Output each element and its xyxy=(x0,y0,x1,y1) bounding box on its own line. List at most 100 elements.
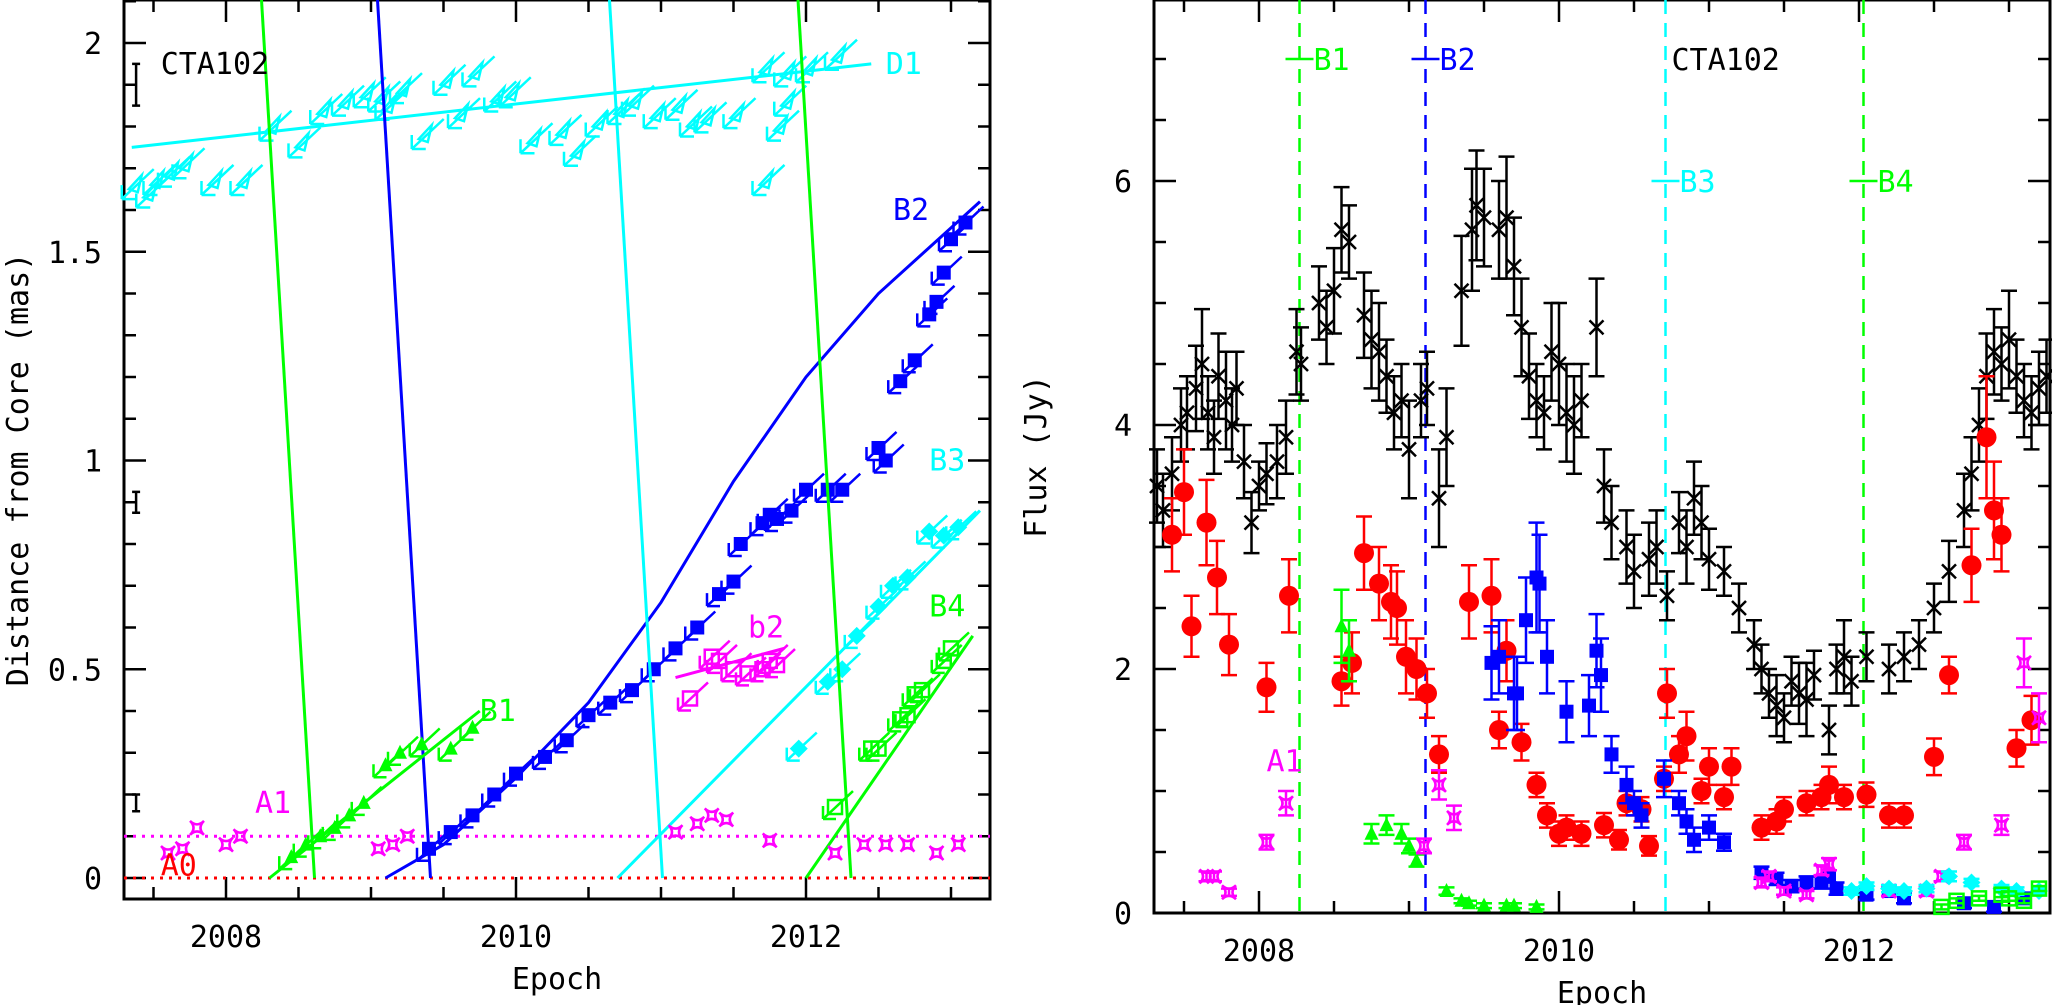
data-point xyxy=(1519,613,1533,628)
data-point xyxy=(871,440,886,455)
data-point xyxy=(1701,551,1717,568)
vertical-line-label-b4: B4 xyxy=(1878,165,1914,200)
data-point xyxy=(1993,356,2010,372)
error-bar xyxy=(1416,837,1432,855)
data-point xyxy=(284,849,299,864)
annotation-label-b2: b2 xyxy=(748,611,784,646)
data-point xyxy=(818,672,837,691)
data-point xyxy=(1364,825,1379,840)
data-point xyxy=(581,708,596,723)
y-tick-label: 1 xyxy=(84,445,102,480)
data-point xyxy=(1462,895,1476,910)
error-bar xyxy=(2016,637,2032,689)
data-point xyxy=(1573,392,1590,409)
data-point xyxy=(1540,649,1554,664)
data-point xyxy=(229,164,264,197)
data-point xyxy=(1559,704,1574,719)
error-bar xyxy=(2001,894,2017,903)
data-point xyxy=(287,126,322,159)
data-point xyxy=(1657,683,1677,704)
data-point xyxy=(1896,648,1912,665)
data-point xyxy=(1510,686,1524,701)
fit-line-b3 xyxy=(616,509,982,880)
data-point xyxy=(1657,771,1671,786)
data-point xyxy=(823,38,858,71)
data-point xyxy=(1356,307,1372,324)
data-point xyxy=(432,63,467,96)
data-point xyxy=(1521,368,1537,385)
annotation-label-a0: A0 xyxy=(161,848,197,883)
data-point xyxy=(1672,796,1686,811)
data-point xyxy=(869,597,888,616)
data-point xyxy=(1970,890,1988,907)
y-tick-label: 4 xyxy=(1114,409,1132,444)
data-point xyxy=(1438,429,1455,446)
data-point xyxy=(893,374,908,389)
data-point xyxy=(1431,490,1447,507)
data-point xyxy=(1363,331,1380,348)
data-point xyxy=(1174,482,1194,503)
data-point xyxy=(1429,744,1449,765)
data-point xyxy=(548,113,583,147)
data-point xyxy=(1228,380,1245,397)
data-point xyxy=(1895,882,1913,901)
data-point xyxy=(1858,648,1875,665)
data-point xyxy=(1386,404,1402,421)
data-point xyxy=(710,652,728,670)
fit-line-b4 xyxy=(804,634,974,879)
data-point xyxy=(794,51,829,84)
error-bar-reference xyxy=(132,62,141,107)
data-point xyxy=(718,811,735,828)
series-total xyxy=(1149,149,2052,756)
data-point xyxy=(2031,380,2047,397)
error-bar xyxy=(2031,884,2047,893)
data-point xyxy=(1941,563,1957,580)
data-point xyxy=(1857,877,1876,896)
ejection-epoch-marker xyxy=(260,0,316,879)
data-point xyxy=(1821,722,1837,738)
data-point xyxy=(1477,897,1491,912)
data-point xyxy=(1751,817,1772,838)
data-point xyxy=(942,640,960,657)
data-point xyxy=(1293,356,1309,372)
data-point xyxy=(388,72,423,105)
data-point xyxy=(1492,649,1506,664)
annotation-label-b1: B1 xyxy=(480,694,516,729)
data-point xyxy=(1318,319,1335,336)
x-tick-label: 2008 xyxy=(190,920,262,955)
ejection-epoch-marker xyxy=(376,0,432,879)
data-point xyxy=(835,482,850,497)
data-point xyxy=(1543,343,1560,360)
data-point xyxy=(1194,356,1210,372)
series-b4 xyxy=(1933,880,2048,916)
data-point xyxy=(1526,774,1547,795)
data-point xyxy=(1369,573,1389,594)
data-point xyxy=(1603,514,1620,531)
series-a1 xyxy=(160,807,967,861)
data-point xyxy=(949,518,968,537)
data-point xyxy=(1716,563,1732,580)
data-point xyxy=(1717,835,1731,850)
data-point xyxy=(877,836,894,853)
data-point xyxy=(1881,661,1897,677)
annotation-label-d1: D1 xyxy=(886,47,922,82)
data-point xyxy=(1566,417,1582,433)
data-point xyxy=(1149,478,1165,494)
data-point xyxy=(1679,814,1694,829)
data-point xyxy=(1594,668,1608,683)
data-point xyxy=(878,453,893,468)
annotation-label-a1: A1 xyxy=(1267,745,1303,780)
data-point xyxy=(1341,234,1357,250)
data-point xyxy=(1799,875,1814,890)
data-point xyxy=(928,845,945,861)
data-point xyxy=(827,845,843,861)
plot-frame xyxy=(122,0,992,901)
fit-line-b2 xyxy=(384,200,982,880)
data-point xyxy=(1179,404,1195,421)
data-point xyxy=(232,828,249,845)
data-point xyxy=(603,695,618,710)
data-point xyxy=(1507,897,1521,912)
error-bar xyxy=(1971,894,1987,903)
data-point xyxy=(342,807,357,822)
data-point xyxy=(1768,697,1785,714)
